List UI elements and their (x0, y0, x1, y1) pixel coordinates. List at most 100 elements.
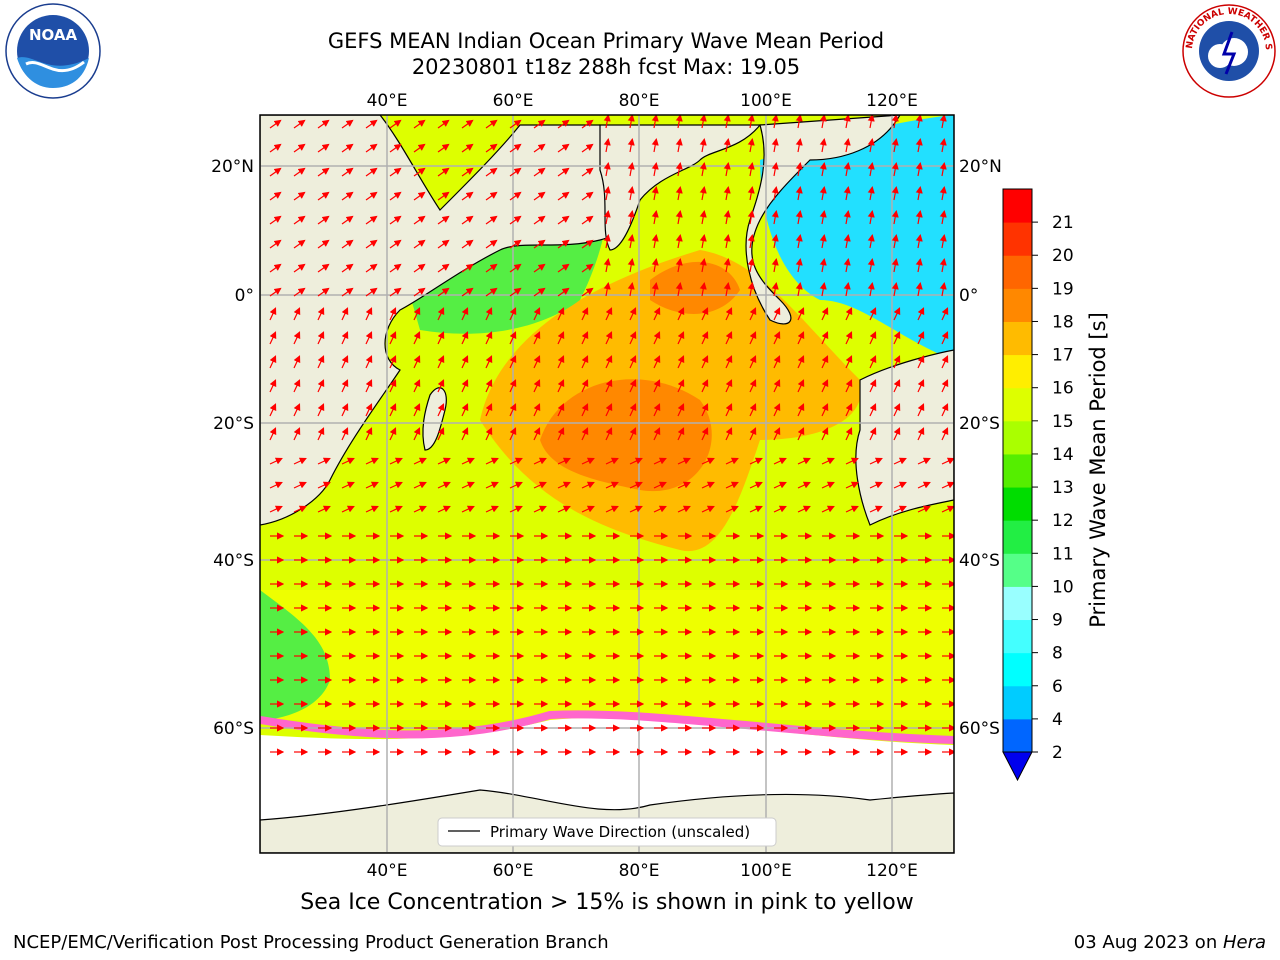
wave-direction-arrow (701, 355, 709, 369)
wave-direction-arrow (581, 143, 594, 153)
wave-direction-arrow (843, 258, 851, 273)
wave-direction-arrow (317, 191, 330, 201)
wave-direction-arrow (725, 331, 733, 345)
colorbar-segment (1003, 189, 1032, 223)
colorbar-segment (1003, 321, 1032, 356)
wave-direction-arrow (269, 457, 283, 465)
colorbar-segment (1003, 420, 1032, 455)
lon-tick-label: 60°E (493, 861, 534, 881)
wave-direction-arrow (509, 239, 522, 249)
wave-direction-arrow (651, 210, 659, 225)
wave-direction-arrow (269, 215, 282, 225)
wave-direction-arrow (749, 457, 763, 465)
wave-direction-arrow (317, 331, 325, 345)
wave-direction-arrow (509, 191, 522, 201)
wave-direction-arrow (677, 457, 691, 465)
wave-direction-arrow (821, 307, 829, 321)
wave-direction-arrow (341, 481, 355, 489)
wave-direction-arrow (795, 258, 803, 273)
wave-direction-arrow (293, 457, 307, 465)
wave-direction-arrow (269, 307, 277, 321)
wave-direction-arrow (725, 355, 733, 369)
wave-direction-arrow (629, 505, 643, 513)
wave-direction-arrow (821, 457, 835, 465)
wave-direction-arrow (869, 505, 883, 513)
wave-direction-arrow (509, 457, 523, 465)
wave-direction-arrow (341, 403, 349, 417)
wave-direction-arrow (771, 282, 779, 297)
wave-direction-arrow (317, 403, 325, 417)
wave-direction-arrow (675, 210, 683, 225)
wave-direction-arrow (557, 427, 565, 441)
wave-direction-arrow (437, 239, 450, 249)
wave-direction-arrow (845, 481, 859, 489)
wave-direction-arrow (891, 162, 899, 177)
wave-direction-arrow (389, 481, 403, 489)
wave-direction-arrow (485, 143, 498, 153)
wave-direction-arrow (629, 307, 637, 321)
wave-direction-arrow (389, 143, 402, 153)
wave-direction-arrow (725, 481, 739, 489)
wave-direction-arrow (843, 162, 851, 177)
wave-direction-arrow (293, 239, 306, 249)
wave-direction-arrow (771, 186, 779, 201)
wave-direction-arrow (389, 215, 402, 225)
wave-direction-arrow (389, 505, 403, 513)
wave-direction-arrow (843, 186, 851, 201)
wave-direction-arrow (795, 186, 803, 201)
wave-direction-arrow (581, 481, 595, 489)
wave-direction-arrow (629, 481, 643, 489)
wave-direction-arrow (581, 191, 594, 201)
wave-direction-arrow (771, 210, 779, 225)
wave-direction-arrow (891, 115, 899, 129)
wave-direction-arrow (699, 258, 707, 273)
wave-direction-arrow (365, 287, 378, 297)
wave-direction-arrow (365, 239, 378, 249)
wave-direction-arrow (699, 234, 707, 249)
colorbar-segment (1003, 553, 1032, 587)
wave-direction-arrow (893, 457, 907, 465)
wave-direction-arrow (941, 427, 949, 441)
wave-direction-arrow (269, 191, 282, 201)
wave-direction-arrow (365, 143, 378, 153)
wave-direction-arrow (317, 119, 330, 129)
wave-direction-arrow (389, 167, 402, 177)
wave-direction-arrow (533, 191, 546, 201)
wave-direction-arrow (293, 215, 306, 225)
wave-direction-arrow (723, 162, 731, 177)
wave-direction-arrow (317, 307, 325, 321)
wave-direction-arrow (389, 191, 402, 201)
wave-direction-arrow (821, 331, 829, 345)
wave-direction-arrow (557, 167, 570, 177)
footer-branch: NCEP/EMC/Verification Post Processing Pr… (13, 932, 609, 953)
wave-direction-arrow (773, 457, 787, 465)
wave-direction-arrow (653, 355, 661, 369)
wave-direction-arrow (675, 138, 683, 153)
wave-direction-arrow (699, 138, 707, 153)
wave-direction-arrow (461, 505, 475, 513)
wave-direction-arrow (389, 355, 397, 369)
wave-direction-arrow (317, 215, 330, 225)
wave-direction-arrow (581, 263, 594, 273)
wave-direction-arrow (771, 162, 779, 177)
wave-direction-arrow (341, 263, 354, 273)
wave-direction-arrow (867, 258, 875, 273)
wave-direction-arrow (365, 215, 378, 225)
wave-direction-arrow (293, 307, 301, 321)
wave-direction-arrow (915, 162, 923, 177)
wave-direction-arrow (699, 210, 707, 225)
wave-direction-arrow (557, 379, 565, 393)
wave-direction-arrow (867, 234, 875, 249)
wave-direction-arrow (413, 119, 426, 129)
wave-direction-arrow (605, 403, 613, 417)
lat-tick-label: 20°N (959, 157, 1002, 177)
wave-direction-arrow (795, 282, 803, 297)
wave-direction-arrow (747, 186, 755, 201)
wave-direction-arrow (509, 403, 517, 417)
wave-direction-arrow (845, 457, 859, 465)
wave-direction-arrow (365, 307, 373, 321)
wave-direction-arrow (533, 481, 547, 489)
wave-direction-arrow (819, 162, 827, 177)
wave-direction-arrow (603, 258, 611, 273)
wave-direction-arrow (437, 143, 450, 153)
